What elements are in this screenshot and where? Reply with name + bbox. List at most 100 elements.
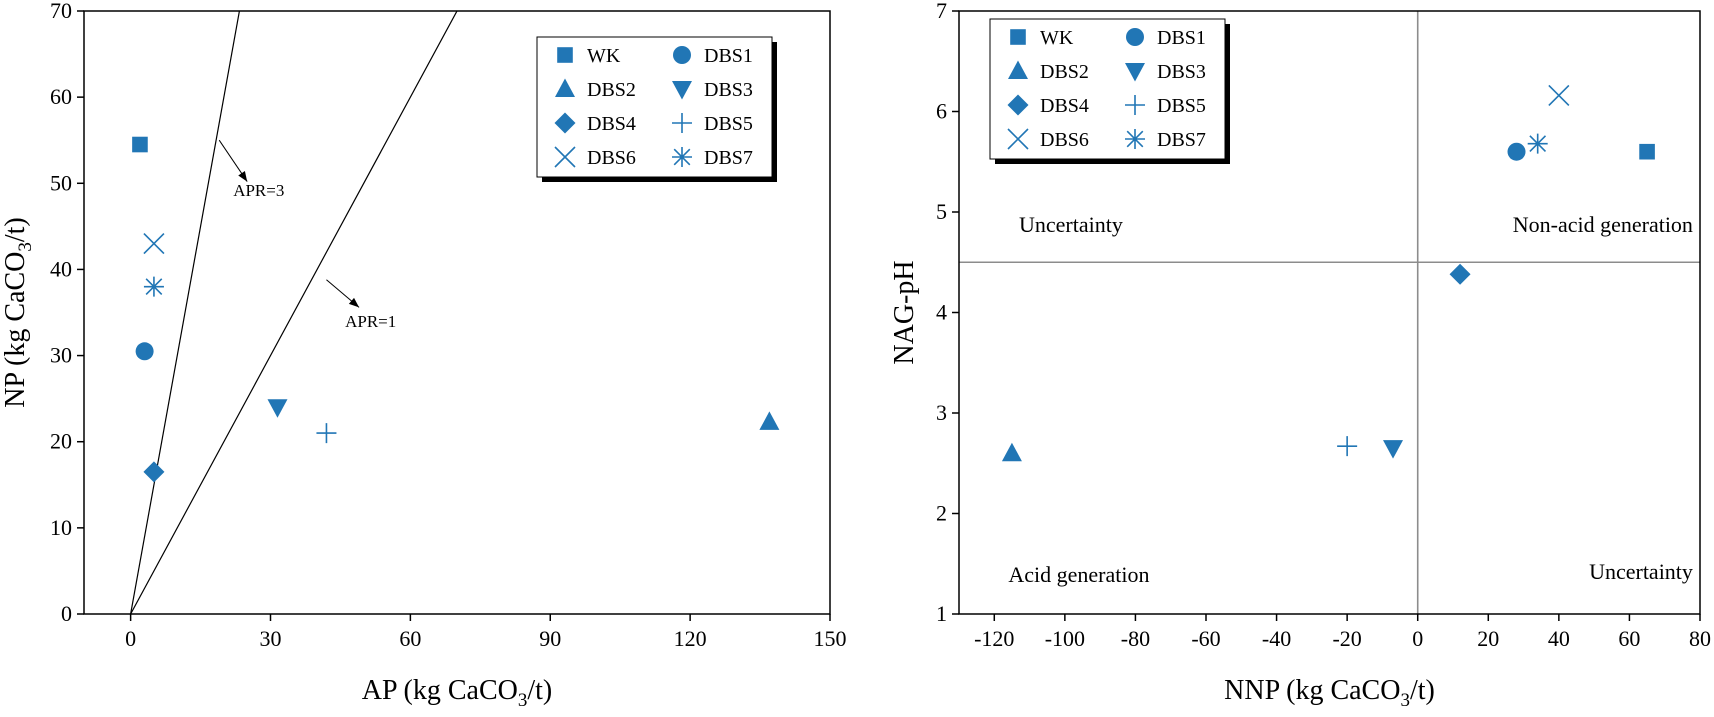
legend-marker-dbs2 — [555, 78, 575, 97]
x-axis-title-main: AP (kg CaCO — [362, 675, 518, 706]
data-point-dbs7 — [1527, 133, 1548, 154]
y-tick-label: 3 — [936, 400, 947, 425]
data-point-dbs1 — [135, 342, 154, 361]
data-point-wk — [1639, 143, 1655, 160]
x-tick-label: -100 — [1045, 626, 1085, 651]
legend-marker-dbs3-shape — [1125, 63, 1145, 82]
data-point-wk — [132, 136, 148, 153]
legend-marker-dbs2-shape — [1008, 60, 1028, 79]
data-point-dbs5-shape — [1337, 436, 1358, 457]
x-tick-label: 60 — [1618, 626, 1640, 651]
data-point-dbs4 — [143, 461, 165, 483]
legend-marker-dbs1-shape — [1126, 28, 1144, 46]
legend-marker-dbs5-shape — [672, 113, 692, 133]
data-point-dbs3-shape — [267, 399, 288, 418]
legend-marker-dbs1-shape — [673, 46, 691, 64]
legend-marker-dbs6 — [554, 146, 576, 168]
legend-marker-dbs4 — [1007, 94, 1029, 116]
x-axis-title-main: NNP (kg CaCO — [1224, 675, 1400, 706]
legend-label: DBS5 — [1157, 95, 1206, 117]
legend-label: DBS7 — [1157, 129, 1206, 151]
data-point-dbs2-shape — [1001, 442, 1022, 462]
legend-box — [989, 18, 1226, 160]
annotation-arrow-head — [348, 297, 360, 308]
data-point-dbs2 — [759, 411, 780, 430]
legend-marker-dbs5 — [672, 113, 692, 133]
legend-marker-dbs4 — [554, 112, 576, 134]
x-tick-label: 40 — [1548, 626, 1570, 651]
data-point-dbs5 — [1337, 436, 1358, 457]
y-tick-label: 10 — [50, 515, 72, 540]
y-tick-label: 30 — [50, 343, 72, 368]
legend-marker-dbs7 — [1125, 129, 1145, 149]
plot-area — [959, 11, 1700, 614]
legend-marker-dbs3-shape — [672, 81, 692, 100]
y-axis-title-rest: /t) — [0, 217, 31, 242]
y-tick-label: 50 — [50, 170, 72, 195]
region-label: Uncertainty — [1589, 559, 1693, 584]
data-point-dbs6-shape — [143, 233, 165, 255]
legend: WK DBS1 DBS2 DBS3 DBS4 DBS5 DBS6 DBS7 — [536, 36, 777, 182]
legend-label: DBS1 — [704, 45, 753, 67]
y-tick-label: 4 — [936, 300, 947, 325]
legend-marker-dbs5 — [1125, 95, 1145, 115]
data-point-dbs1-shape — [1507, 142, 1526, 161]
legend-marker-dbs3 — [1125, 63, 1145, 82]
y-tick-label: 2 — [936, 501, 947, 526]
reference-line-apr-3 — [130, 11, 241, 614]
legend-marker-wk-shape — [557, 47, 573, 63]
region-label: Acid generation — [1008, 562, 1149, 587]
x-tick-label: 120 — [674, 626, 707, 651]
x-tick-label: 30 — [260, 626, 282, 651]
legend-label: DBS3 — [704, 79, 753, 101]
data-point-dbs4-shape — [1449, 263, 1471, 285]
legend: WK DBS1 DBS2 DBS3 DBS4 DBS5 DBS6 DBS7 — [989, 18, 1230, 164]
data-point-dbs3-shape — [1383, 440, 1404, 459]
data-point-wk-shape — [132, 136, 148, 153]
x-axis-title-subscript: 3 — [518, 690, 528, 711]
legend-label: DBS3 — [1157, 61, 1206, 83]
x-tick-label: -40 — [1262, 626, 1291, 651]
y-axis-title-subscript: 3 — [15, 242, 36, 252]
data-point-dbs7-shape — [1527, 133, 1548, 154]
y-tick-label: 5 — [936, 199, 947, 224]
y-tick-label: 0 — [61, 601, 72, 626]
data-point-wk-shape — [1639, 143, 1655, 160]
x-tick-label: -20 — [1332, 626, 1361, 651]
x-tick-label: 60 — [399, 626, 421, 651]
legend-marker-dbs3 — [672, 81, 692, 100]
y-tick-label: 1 — [936, 601, 947, 626]
y-tick-label: 60 — [50, 84, 72, 109]
legend-label: WK — [587, 45, 621, 67]
legend-label: DBS1 — [1157, 27, 1206, 49]
legend-marker-wk — [557, 47, 573, 63]
legend-marker-dbs2-shape — [555, 78, 575, 97]
y-tick-label: 40 — [50, 256, 72, 281]
plot-area — [130, 11, 458, 614]
data-point-dbs6 — [143, 233, 165, 255]
y-tick-label: 20 — [50, 429, 72, 454]
legend-marker-dbs6-shape — [1007, 128, 1029, 150]
y-axis-title-main: NAG-pH — [889, 260, 920, 364]
x-axis-title-subscript: 3 — [1400, 690, 1410, 711]
x-axis-title: AP (kg CaCO3/t) — [362, 675, 552, 711]
data-point-dbs7 — [143, 276, 164, 297]
legend-label: DBS6 — [587, 147, 636, 169]
legend-label: DBS6 — [1040, 129, 1089, 151]
reference-line-apr-1 — [130, 11, 458, 614]
data-point-dbs4 — [1449, 263, 1471, 285]
legend-marker-dbs1 — [1126, 28, 1144, 46]
legend-label: DBS4 — [587, 113, 636, 135]
data-point-dbs1-shape — [135, 342, 154, 361]
data-point-dbs4-shape — [143, 461, 165, 483]
x-tick-label: -80 — [1121, 626, 1150, 651]
data-point-dbs5-shape — [316, 423, 337, 444]
legend-marker-wk — [1010, 29, 1026, 45]
y-axis-title: NAG-pH — [889, 260, 920, 364]
legend-marker-dbs4-shape — [1007, 94, 1029, 116]
y-axis-title: NP (kg CaCO3/t) — [0, 217, 36, 407]
legend-marker-dbs5-shape — [1125, 95, 1145, 115]
x-tick-label: 80 — [1689, 626, 1711, 651]
data-point-dbs6-shape — [1548, 84, 1570, 106]
legend-marker-dbs6 — [1007, 128, 1029, 150]
